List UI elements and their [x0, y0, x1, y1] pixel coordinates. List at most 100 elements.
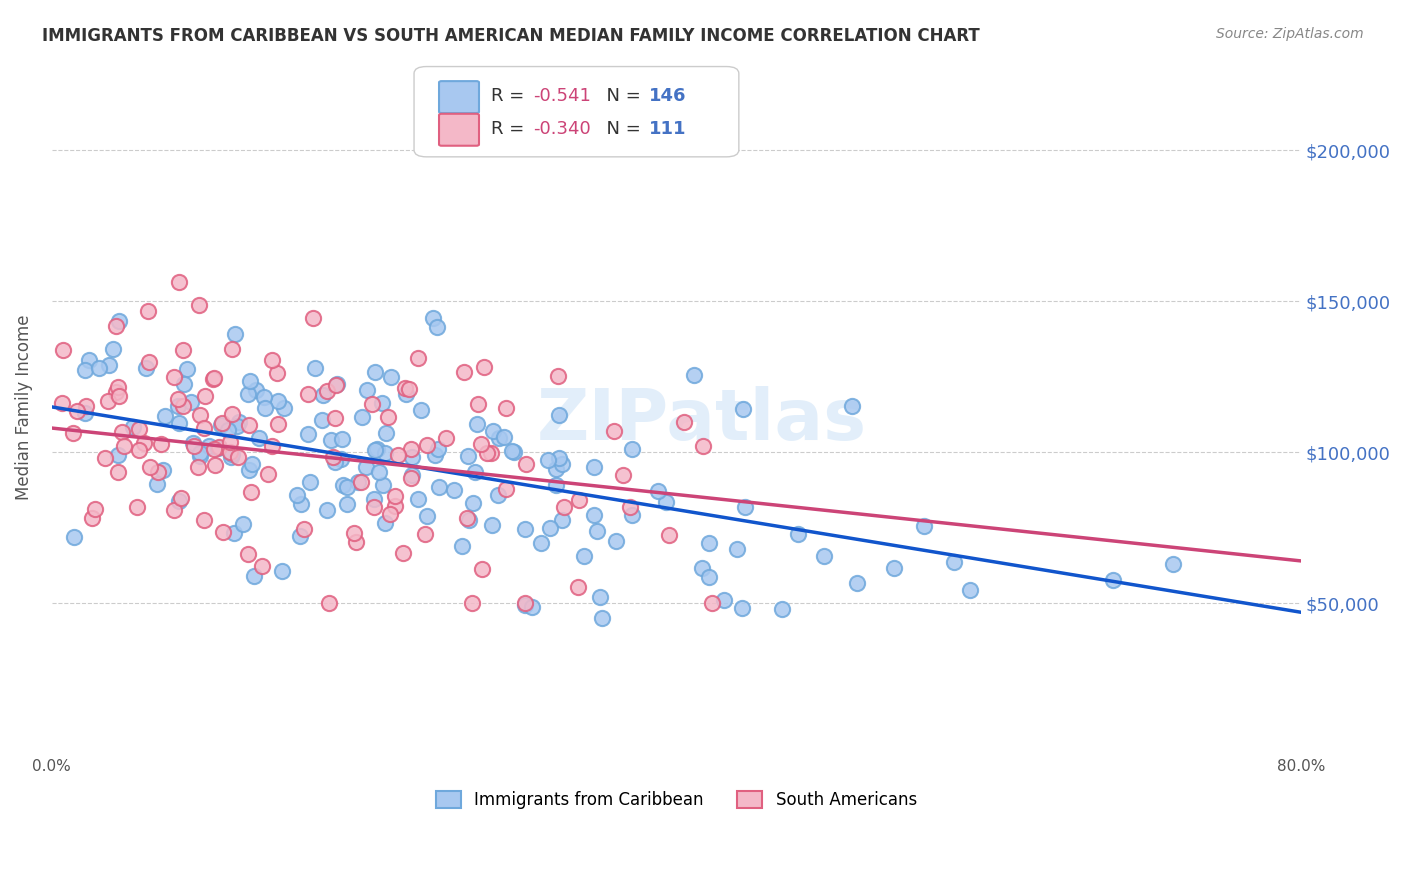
Point: [713, 593, 735, 607]
Point: [332, 478, 354, 492]
Point: [98, 358, 121, 372]
Point: [221, 447, 243, 461]
Point: [363, 500, 385, 514]
Point: [700, 596, 723, 610]
Point: [326, 376, 349, 391]
Point: [238, 463, 260, 477]
Text: -0.541: -0.541: [533, 87, 591, 105]
Point: [464, 465, 486, 479]
Point: [583, 459, 606, 474]
Point: [312, 388, 335, 402]
Point: [315, 502, 337, 516]
Point: [813, 549, 835, 564]
Point: [253, 390, 276, 404]
Point: [169, 493, 191, 508]
Point: [51, 396, 73, 410]
Point: [399, 442, 422, 456]
Point: [537, 453, 560, 467]
Point: [224, 327, 246, 342]
Point: [456, 511, 478, 525]
Point: [207, 441, 229, 455]
Point: [163, 503, 186, 517]
Point: [416, 509, 439, 524]
Point: [152, 463, 174, 477]
Text: IMMIGRANTS FROM CARIBBEAN VS SOUTH AMERICAN MEDIAN FAMILY INCOME CORRELATION CHA: IMMIGRANTS FROM CARIBBEAN VS SOUTH AMERI…: [42, 27, 980, 45]
Point: [364, 365, 387, 379]
Point: [172, 399, 194, 413]
Point: [582, 508, 605, 522]
Point: [260, 439, 283, 453]
Point: [683, 368, 706, 382]
Point: [384, 489, 406, 503]
Point: [202, 442, 225, 457]
Point: [134, 436, 156, 450]
Point: [457, 449, 479, 463]
Point: [128, 422, 150, 436]
Point: [495, 401, 517, 415]
Point: [733, 402, 755, 417]
Point: [217, 424, 239, 438]
Point: [344, 535, 367, 549]
Point: [841, 399, 863, 413]
Point: [221, 407, 243, 421]
Point: [451, 539, 474, 553]
Point: [75, 399, 97, 413]
Point: [330, 452, 353, 467]
Point: [482, 424, 505, 438]
Point: [567, 581, 589, 595]
Point: [149, 437, 172, 451]
Point: [239, 374, 262, 388]
Point: [942, 556, 965, 570]
Point: [207, 442, 229, 456]
Point: [167, 275, 190, 289]
Point: [520, 600, 543, 615]
Point: [734, 500, 756, 515]
Point: [401, 450, 423, 465]
Point: [173, 376, 195, 391]
Point: [553, 500, 575, 514]
Point: [321, 433, 343, 447]
Point: [352, 409, 374, 424]
Point: [443, 483, 465, 498]
Point: [62, 530, 84, 544]
Point: [97, 394, 120, 409]
Point: [387, 448, 409, 462]
Point: [488, 432, 510, 446]
Point: [548, 451, 571, 466]
Point: [271, 564, 294, 578]
FancyBboxPatch shape: [413, 67, 738, 157]
Point: [201, 372, 224, 386]
Point: [495, 483, 517, 497]
Point: [366, 442, 388, 456]
Point: [135, 360, 157, 375]
Point: [285, 488, 308, 502]
Point: [392, 546, 415, 560]
Point: [620, 508, 643, 522]
Point: [406, 492, 429, 507]
Point: [221, 342, 243, 356]
Point: [690, 561, 713, 575]
Point: [544, 477, 567, 491]
Point: [461, 495, 484, 509]
Point: [80, 510, 103, 524]
Point: [371, 395, 394, 409]
Point: [434, 431, 457, 445]
Point: [373, 477, 395, 491]
Point: [380, 369, 402, 384]
Point: [413, 526, 436, 541]
Point: [176, 362, 198, 376]
Y-axis label: Median Family Income: Median Family Income: [15, 314, 32, 500]
Point: [567, 493, 589, 508]
Point: [211, 525, 233, 540]
Point: [787, 527, 810, 541]
Point: [167, 392, 190, 406]
FancyBboxPatch shape: [439, 114, 479, 145]
Point: [586, 524, 609, 538]
Point: [112, 439, 135, 453]
Point: [322, 450, 344, 464]
Point: [219, 450, 242, 464]
Point: [77, 353, 100, 368]
Point: [336, 497, 359, 511]
Point: [619, 500, 641, 514]
Point: [128, 442, 150, 457]
